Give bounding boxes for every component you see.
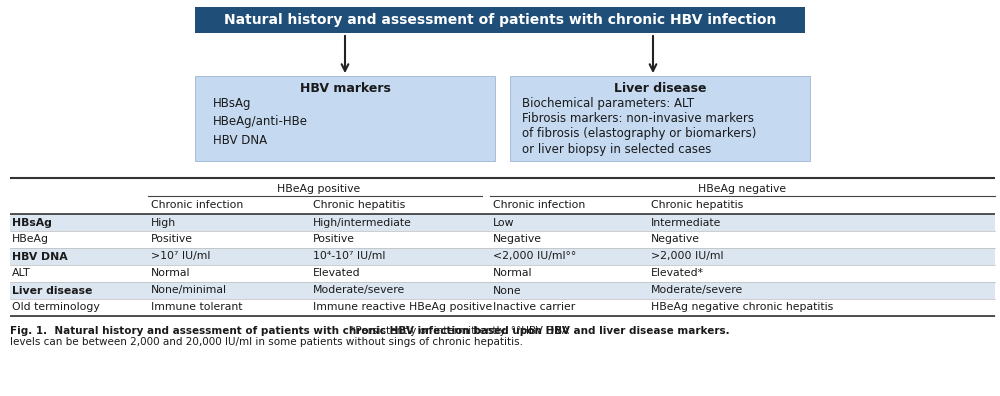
Text: Elevated: Elevated [313, 268, 361, 278]
Text: levels can be between 2,000 and 20,000 IU/ml in some patients without sings of c: levels can be between 2,000 and 20,000 I… [10, 337, 523, 347]
Text: High: High [151, 217, 176, 227]
Bar [10, 214, 995, 231]
Text: Liver disease: Liver disease [614, 82, 706, 95]
Text: >2,000 IU/ml: >2,000 IU/ml [651, 251, 724, 261]
Text: Low: Low [493, 217, 514, 227]
Text: High/intermediate: High/intermediate [313, 217, 412, 227]
Text: *Persistently or intermittently. °°HBV DNA: *Persistently or intermittently. °°HBV D… [347, 326, 569, 336]
Text: HBV DNA: HBV DNA [12, 251, 68, 261]
Text: or liver biopsy in selected cases: or liver biopsy in selected cases [522, 143, 711, 156]
Text: Intermediate: Intermediate [651, 217, 721, 227]
Text: HBsAg: HBsAg [12, 217, 52, 227]
Text: Chronic hepatitis: Chronic hepatitis [313, 200, 405, 210]
Text: Chronic infection: Chronic infection [151, 200, 243, 210]
Text: Negative: Negative [651, 234, 700, 244]
Text: Immune tolerant: Immune tolerant [151, 303, 242, 312]
Text: None: None [493, 286, 522, 295]
Text: None/minimal: None/minimal [151, 286, 227, 295]
Bar [195, 76, 495, 161]
Text: Fig. 1.  Natural history and assessment of patients with chronic HBV infection b: Fig. 1. Natural history and assessment o… [10, 326, 730, 336]
Text: HBeAg: HBeAg [12, 234, 49, 244]
Text: Normal: Normal [151, 268, 190, 278]
Text: HBV markers: HBV markers [300, 82, 390, 95]
Text: Chronic hepatitis: Chronic hepatitis [651, 200, 743, 210]
Text: HBeAg negative chronic hepatitis: HBeAg negative chronic hepatitis [651, 303, 833, 312]
Bar [10, 282, 995, 299]
Text: HBeAg negative: HBeAg negative [698, 184, 787, 194]
Text: >10⁷ IU/ml: >10⁷ IU/ml [151, 251, 210, 261]
Text: Positive: Positive [313, 234, 355, 244]
Text: Negative: Negative [493, 234, 542, 244]
Text: Elevated*: Elevated* [651, 268, 704, 278]
Text: ALT: ALT [12, 268, 31, 278]
Text: Natural history and assessment of patients with chronic HBV infection: Natural history and assessment of patien… [224, 13, 776, 27]
Bar [510, 76, 810, 161]
Text: Chronic infection: Chronic infection [493, 200, 585, 210]
Text: HBsAg: HBsAg [213, 97, 252, 110]
Text: 10⁴-10⁷ IU/ml: 10⁴-10⁷ IU/ml [313, 251, 385, 261]
Text: HBeAg positive: HBeAg positive [277, 184, 361, 194]
Bar [10, 248, 995, 265]
Text: Biochemical parameters: ALT: Biochemical parameters: ALT [522, 97, 694, 110]
Text: Fibrosis markers: non-invasive markers: Fibrosis markers: non-invasive markers [522, 112, 754, 126]
Text: Immune reactive HBeAg positive: Immune reactive HBeAg positive [313, 303, 492, 312]
Text: Moderate/severe: Moderate/severe [651, 286, 743, 295]
Text: Inactive carrier: Inactive carrier [493, 303, 575, 312]
Text: HBV DNA: HBV DNA [213, 133, 267, 147]
Text: Liver disease: Liver disease [12, 286, 92, 295]
Text: HBeAg/anti-HBe: HBeAg/anti-HBe [213, 116, 308, 128]
Text: Old terminology: Old terminology [12, 303, 100, 312]
Bar [195, 7, 805, 33]
Text: Positive: Positive [151, 234, 193, 244]
Text: of fibrosis (elastography or biomarkers): of fibrosis (elastography or biomarkers) [522, 128, 756, 141]
Text: <2,000 IU/ml°°: <2,000 IU/ml°° [493, 251, 576, 261]
Text: Normal: Normal [493, 268, 532, 278]
Text: Moderate/severe: Moderate/severe [313, 286, 405, 295]
